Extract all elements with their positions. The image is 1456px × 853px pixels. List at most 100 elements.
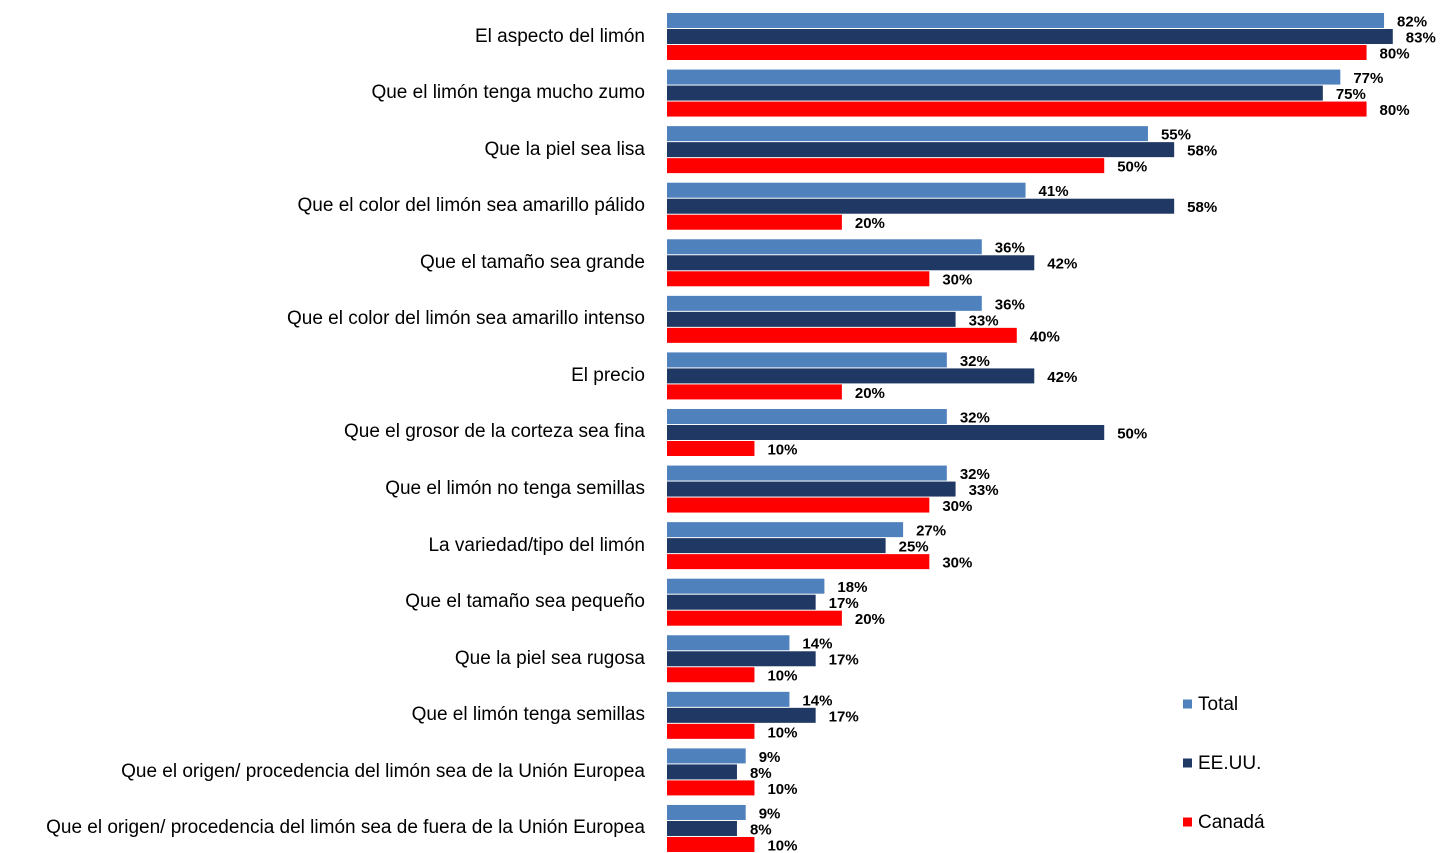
bar bbox=[667, 182, 1026, 198]
bar bbox=[667, 780, 755, 796]
bar bbox=[667, 578, 825, 594]
bar bbox=[667, 368, 1035, 384]
bar bbox=[667, 538, 886, 554]
category-label: Que el limón tenga mucho zumo bbox=[371, 82, 645, 104]
bar bbox=[667, 85, 1323, 101]
value-label: 10% bbox=[767, 724, 797, 741]
value-label: 8% bbox=[750, 765, 772, 782]
legend-swatch bbox=[1183, 699, 1192, 709]
bar bbox=[667, 651, 816, 667]
bar bbox=[667, 594, 816, 610]
value-label: 30% bbox=[942, 498, 972, 515]
legend-swatch bbox=[1183, 758, 1192, 768]
value-label: 33% bbox=[969, 312, 999, 329]
bar bbox=[667, 764, 737, 780]
category-label: Que el limón tenga semillas bbox=[411, 704, 645, 726]
category-label: Que el limón no tenga semillas bbox=[385, 478, 645, 500]
value-label: 17% bbox=[829, 708, 859, 725]
legend-label: EE.UU. bbox=[1198, 753, 1261, 774]
value-label: 58% bbox=[1187, 143, 1217, 160]
bar bbox=[667, 29, 1393, 44]
value-label: 20% bbox=[855, 385, 885, 402]
bar bbox=[667, 158, 1105, 174]
bar bbox=[667, 836, 755, 852]
value-label: 10% bbox=[767, 837, 797, 853]
value-label: 32% bbox=[960, 466, 990, 483]
bar bbox=[667, 239, 982, 255]
value-label: 9% bbox=[759, 749, 781, 766]
category-label: Que la piel sea lisa bbox=[484, 138, 645, 160]
value-label: 80% bbox=[1380, 45, 1410, 62]
value-label: 17% bbox=[829, 595, 859, 612]
value-label: 33% bbox=[969, 482, 999, 499]
bar bbox=[667, 198, 1175, 214]
value-label: 36% bbox=[995, 296, 1025, 313]
bar bbox=[667, 667, 755, 683]
value-label: 10% bbox=[767, 668, 797, 685]
value-label: 50% bbox=[1117, 425, 1147, 442]
category-label: Que el origen/ procedencia del limón sea… bbox=[121, 760, 645, 782]
category-label: Que el tamaño sea grande bbox=[420, 251, 645, 273]
bar bbox=[667, 408, 947, 424]
value-label: 80% bbox=[1380, 102, 1410, 119]
value-label: 14% bbox=[802, 636, 832, 653]
bar bbox=[667, 440, 755, 456]
category-label: Que el color del limón sea amarillo páli… bbox=[297, 195, 645, 217]
category-label: Que el tamaño sea pequeño bbox=[405, 591, 645, 613]
value-label: 14% bbox=[802, 692, 832, 709]
value-label: 8% bbox=[750, 821, 772, 838]
value-label: 55% bbox=[1161, 127, 1191, 144]
bar bbox=[667, 255, 1035, 271]
bar bbox=[667, 13, 1385, 28]
value-label: 30% bbox=[942, 272, 972, 289]
bar bbox=[667, 295, 982, 311]
bar bbox=[667, 804, 746, 820]
value-label: 58% bbox=[1187, 199, 1217, 216]
value-label: 42% bbox=[1047, 369, 1077, 386]
bar bbox=[667, 142, 1175, 158]
value-label: 10% bbox=[767, 441, 797, 458]
bar bbox=[667, 610, 842, 626]
category-label: Que el color del limón sea amarillo inte… bbox=[286, 308, 645, 330]
bar bbox=[667, 481, 956, 497]
category-label: El aspecto del limón bbox=[474, 25, 645, 47]
value-label: 32% bbox=[960, 353, 990, 370]
bar bbox=[667, 707, 816, 723]
legend-swatch bbox=[1183, 817, 1192, 827]
value-label: 32% bbox=[960, 409, 990, 426]
bar bbox=[667, 214, 842, 230]
bar bbox=[667, 45, 1367, 60]
bar bbox=[667, 748, 746, 764]
bar bbox=[667, 820, 737, 836]
bar bbox=[667, 424, 1105, 440]
legend-label: Canadá bbox=[1198, 812, 1265, 833]
value-label: 17% bbox=[829, 652, 859, 669]
value-label: 25% bbox=[899, 539, 929, 556]
bar bbox=[667, 126, 1148, 142]
bar bbox=[667, 691, 790, 707]
bar bbox=[667, 101, 1367, 117]
category-label: Que la piel sea rugosa bbox=[454, 647, 645, 669]
value-label: 83% bbox=[1406, 29, 1436, 46]
legend-label: Total bbox=[1198, 694, 1238, 715]
category-label: Que el origen/ procedencia del limón sea… bbox=[46, 817, 645, 839]
value-label: 36% bbox=[995, 240, 1025, 257]
bar bbox=[667, 384, 842, 400]
category-label: La variedad/tipo del limón bbox=[428, 534, 645, 556]
value-label: 41% bbox=[1039, 183, 1069, 200]
category-label: El precio bbox=[571, 364, 645, 386]
bar bbox=[667, 69, 1341, 85]
value-label: 30% bbox=[942, 555, 972, 572]
bar bbox=[667, 352, 947, 368]
bar bbox=[667, 497, 930, 513]
bar bbox=[667, 554, 930, 570]
value-label: 18% bbox=[837, 579, 867, 596]
value-label: 50% bbox=[1117, 159, 1147, 176]
value-label: 82% bbox=[1397, 13, 1427, 30]
value-label: 77% bbox=[1353, 70, 1383, 87]
bar bbox=[667, 465, 947, 481]
bar bbox=[667, 723, 755, 739]
bar bbox=[667, 522, 904, 538]
